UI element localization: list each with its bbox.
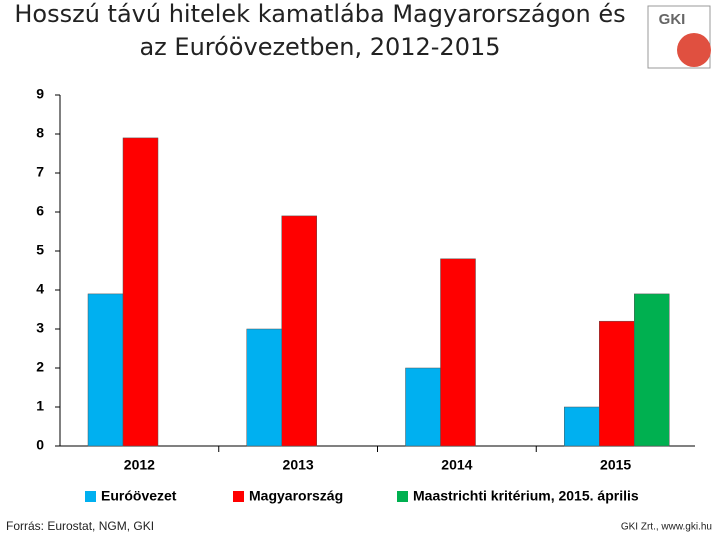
logo: GKI xyxy=(647,5,711,69)
legend-swatch xyxy=(397,491,408,502)
bar xyxy=(405,367,441,447)
x-tick-label: 2015 xyxy=(600,457,631,473)
legend-swatch xyxy=(233,491,244,502)
bar xyxy=(281,215,317,447)
bar xyxy=(122,137,159,447)
x-tick-label: 2013 xyxy=(283,457,314,473)
legend-swatch xyxy=(85,491,96,502)
bar xyxy=(246,328,282,447)
y-tick-label: 7 xyxy=(36,164,44,180)
y-tick-label: 2 xyxy=(36,359,44,375)
chart-title: Hosszú távú hitelek kamatlába Magyarorsz… xyxy=(14,0,626,61)
y-tick-label: 1 xyxy=(36,398,44,414)
legend-label: Maastrichti kritérium, 2015. április xyxy=(413,488,639,504)
y-tick-label: 9 xyxy=(36,86,44,102)
bar xyxy=(634,293,670,447)
bar xyxy=(564,406,600,447)
backdrop xyxy=(0,86,640,106)
legend-label: Magyarország xyxy=(249,488,343,504)
logo-circle xyxy=(677,33,711,67)
x-tick-label: 2014 xyxy=(441,457,472,473)
y-tick-label: 4 xyxy=(36,281,44,297)
legend-label: Euróövezet xyxy=(101,488,177,504)
y-tick-label: 0 xyxy=(36,437,44,453)
y-tick-label: 6 xyxy=(36,203,44,219)
y-tick-label: 5 xyxy=(36,242,44,258)
x-tick-label: 2012 xyxy=(124,457,155,473)
bar xyxy=(440,258,476,447)
bar xyxy=(87,293,124,447)
source: Forrás: Eurostat, NGM, GKI xyxy=(6,519,154,533)
y-tick-label: 3 xyxy=(36,320,44,336)
y-tick-label: 8 xyxy=(36,125,44,141)
backdrop xyxy=(640,86,720,106)
credit: GKI Zrt., www.gki.hu xyxy=(621,522,712,533)
bar xyxy=(599,320,635,447)
logo-text: GKI xyxy=(659,11,686,28)
